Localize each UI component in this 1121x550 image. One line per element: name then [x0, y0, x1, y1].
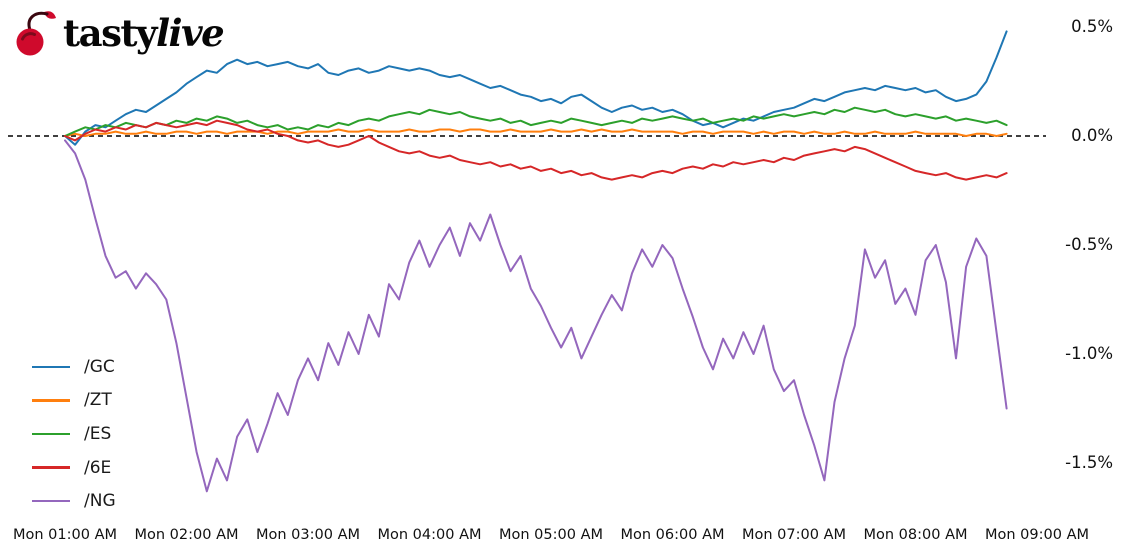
legend-item-6e: /6E [32, 451, 116, 485]
brand-text-live: live [156, 11, 225, 55]
legend-label-ng: /NG [84, 491, 116, 512]
cherry-icon [16, 11, 56, 56]
legend-swatch-ng [32, 499, 70, 503]
legend-label-es: /ES [84, 423, 112, 444]
y-tick--1.0: -1.0% [1065, 344, 1113, 363]
legend-label-zt: /ZT [84, 390, 112, 411]
legend-item-es: /ES [32, 417, 116, 451]
y-tick--1.5: -1.5% [1065, 453, 1113, 472]
x-tick-04am: Mon 04:00 AM [377, 527, 482, 543]
x-tick-01am: Mon 01:00 AM [12, 527, 118, 543]
brand-text-tasty: tasty [63, 11, 158, 55]
x-tick-09am: Mon 09:00 AM [984, 527, 1090, 543]
legend-swatch-zt [32, 399, 70, 402]
series-line-es [64, 106, 1008, 137]
x-tick-07am: Mon 07:00 AM [741, 527, 847, 543]
y-tick-0.5: 0.5% [1071, 17, 1113, 36]
series-line-zt [64, 128, 1008, 137]
tastylive-logo: tastylive [14, 8, 225, 58]
y-tick-0.0: 0.0% [1071, 126, 1113, 145]
legend-item-zt: /ZT [32, 384, 116, 418]
legend-swatch-es [32, 432, 70, 436]
x-tick-08am: Mon 08:00 AM [863, 527, 968, 543]
brand-text: tastylive [63, 8, 225, 58]
legend-item-ng: /NG [32, 484, 116, 518]
x-tick-02am: Mon 02:00 AM [134, 527, 239, 543]
series-line-ng [64, 139, 1008, 493]
legend-label-6e: /6E [84, 457, 112, 478]
series-line-6e [64, 119, 1008, 181]
legend-swatch-gc [32, 365, 70, 369]
y-tick--0.5: -0.5% [1065, 235, 1113, 254]
chart-legend: /GC /ZT /ES /6E /NG [32, 350, 116, 518]
x-tick-06am: Mon 06:00 AM [620, 527, 725, 543]
legend-swatch-6e [32, 466, 70, 469]
x-tick-05am: Mon 05:00 AM [498, 527, 604, 543]
legend-item-gc: /GC [32, 350, 116, 384]
series-line-gc [64, 30, 1008, 146]
x-tick-03am: Mon 03:00 AM [255, 527, 361, 543]
legend-label-gc: /GC [84, 356, 115, 377]
